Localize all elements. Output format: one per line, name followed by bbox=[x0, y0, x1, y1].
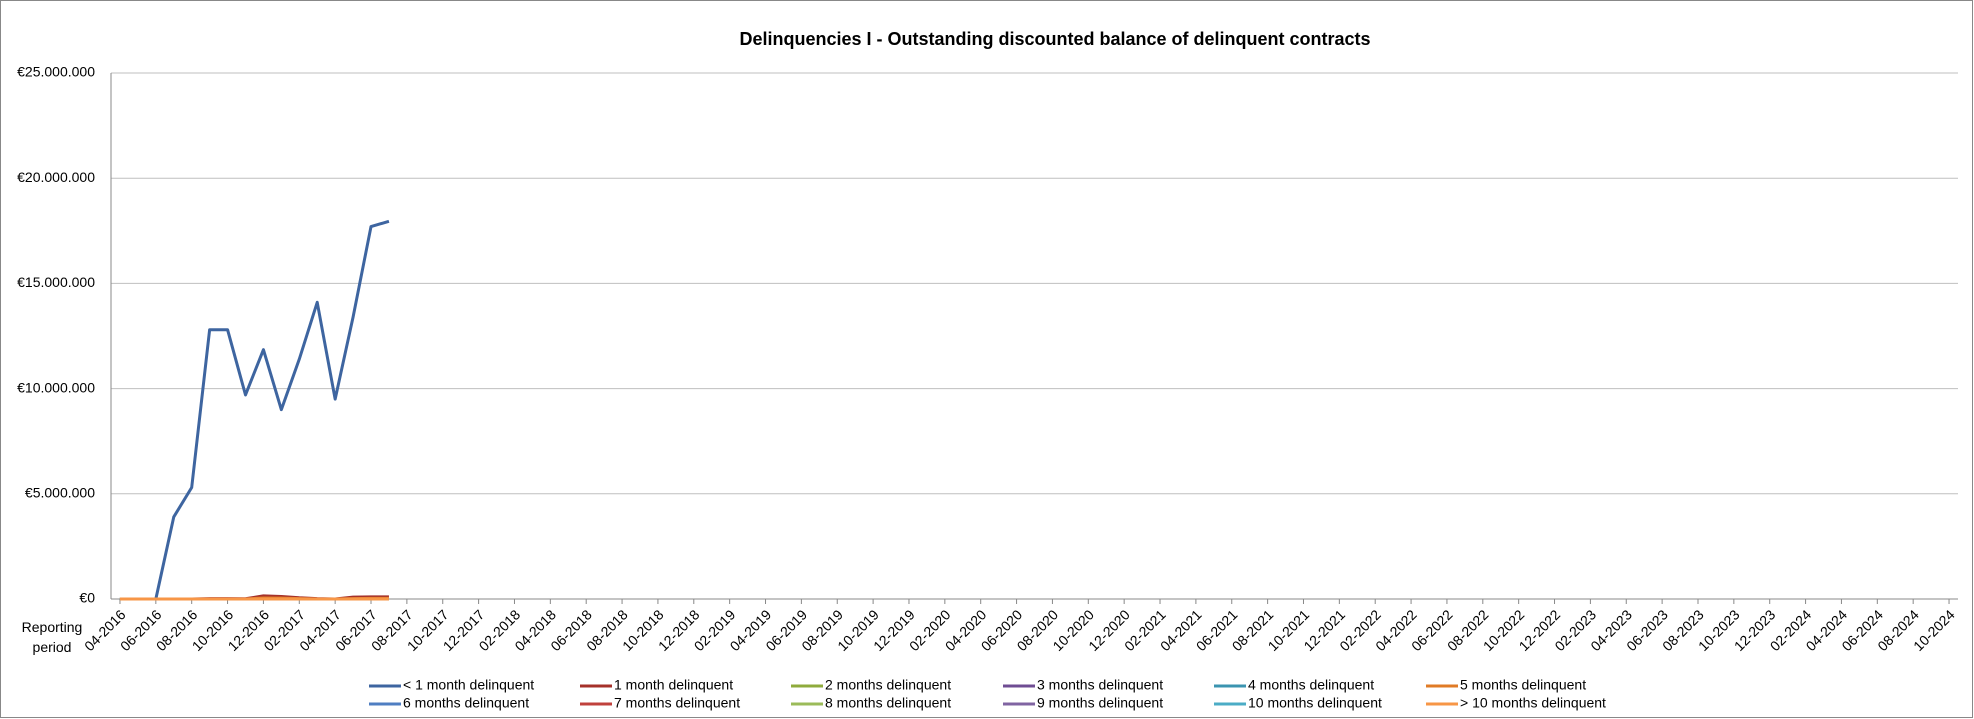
legend-label: < 1 month delinquent bbox=[403, 677, 534, 693]
legend-label: 4 months delinquent bbox=[1248, 677, 1374, 693]
y-tick-label: €0 bbox=[79, 590, 95, 606]
legend-label: 2 months delinquent bbox=[825, 677, 951, 693]
y-tick-label: €25.000.000 bbox=[17, 64, 95, 80]
legend-label: 10 months delinquent bbox=[1248, 695, 1382, 711]
legend-label: 9 months delinquent bbox=[1037, 695, 1163, 711]
legend-label: 8 months delinquent bbox=[825, 695, 951, 711]
legend-label: 5 months delinquent bbox=[1460, 677, 1586, 693]
y-tick-label: €10.000.000 bbox=[17, 379, 95, 395]
legend-label: > 10 months delinquent bbox=[1460, 695, 1606, 711]
legend-label: 3 months delinquent bbox=[1037, 677, 1163, 693]
legend-label: 6 months delinquent bbox=[403, 695, 529, 711]
legend-label: 1 month delinquent bbox=[614, 677, 733, 693]
y-tick-label: €5.000.000 bbox=[25, 485, 95, 501]
y-tick-label: €15.000.000 bbox=[17, 274, 95, 290]
series-line bbox=[119, 219, 390, 601]
y-tick-label: €20.000.000 bbox=[17, 169, 95, 185]
x-axis-label: Reporting period bbox=[22, 619, 83, 655]
legend-label: 7 months delinquent bbox=[614, 695, 740, 711]
chart-title: Delinquencies I - Outstanding discounted… bbox=[739, 29, 1370, 49]
